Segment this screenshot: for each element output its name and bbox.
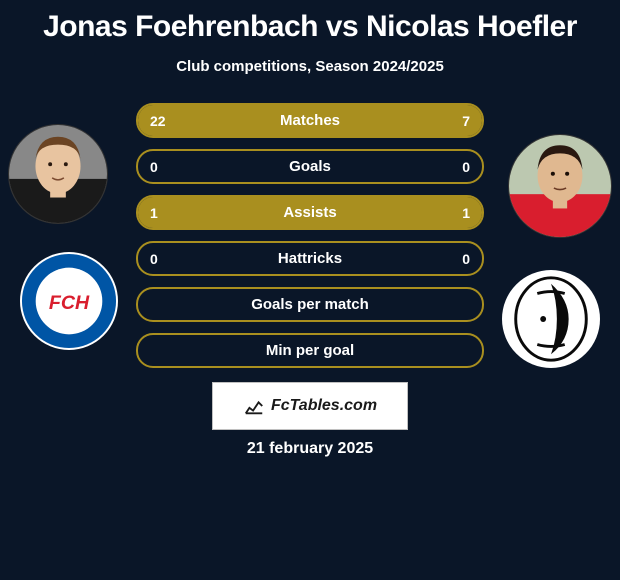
- club-left-badge: FCH: [20, 252, 118, 350]
- bar-value-right: 1: [462, 205, 470, 221]
- comparison-card: Jonas Foehrenbach vs Nicolas Hoefler Clu…: [0, 0, 620, 580]
- bar-value-left: 1: [150, 205, 158, 221]
- bar-value-left: 22: [150, 113, 166, 129]
- chart-icon: [243, 395, 265, 417]
- stat-bar: 0 0 Goals: [136, 149, 484, 184]
- player-left-photo: [8, 124, 108, 224]
- player-left-avatar-icon: [9, 125, 107, 223]
- bar-value-right: 0: [462, 159, 470, 175]
- club-right-badge: [502, 270, 600, 368]
- comparison-bars: 22 7 Matches 0 0 Goals 1 1 Assists 0 0 Hattricks Goa…: [136, 103, 484, 368]
- date-text: 21 february 2025: [0, 440, 620, 458]
- logo-text: FcTables.com: [271, 397, 377, 415]
- player-right-photo: [508, 134, 612, 238]
- bar-label: Matches: [280, 112, 340, 129]
- svg-text:FCH: FCH: [49, 292, 90, 314]
- bar-label: Min per goal: [266, 342, 354, 359]
- stat-bar: 22 7 Matches: [136, 103, 484, 138]
- bar-label: Assists: [283, 204, 336, 221]
- bar-label: Goals: [289, 158, 331, 175]
- bar-value-right: 0: [462, 251, 470, 267]
- bar-value-left: 0: [150, 159, 158, 175]
- bar-label: Goals per match: [251, 296, 369, 313]
- stat-bar: 0 0 Hattricks: [136, 241, 484, 276]
- fctables-logo: FcTables.com: [212, 382, 408, 430]
- club-right-crest-icon: [502, 270, 600, 368]
- bar-value-left: 0: [150, 251, 158, 267]
- stat-bar: Goals per match: [136, 287, 484, 322]
- club-left-crest-icon: FCH: [20, 252, 118, 350]
- stat-bar: Min per goal: [136, 333, 484, 368]
- bar-fill-right: [331, 105, 482, 136]
- player-right-avatar-icon: [509, 135, 611, 237]
- bar-label: Hattricks: [278, 250, 342, 267]
- stat-bar: 1 1 Assists: [136, 195, 484, 230]
- subtitle: Club competitions, Season 2024/2025: [0, 58, 620, 75]
- bar-value-right: 7: [462, 113, 470, 129]
- page-title: Jonas Foehrenbach vs Nicolas Hoefler: [0, 10, 620, 44]
